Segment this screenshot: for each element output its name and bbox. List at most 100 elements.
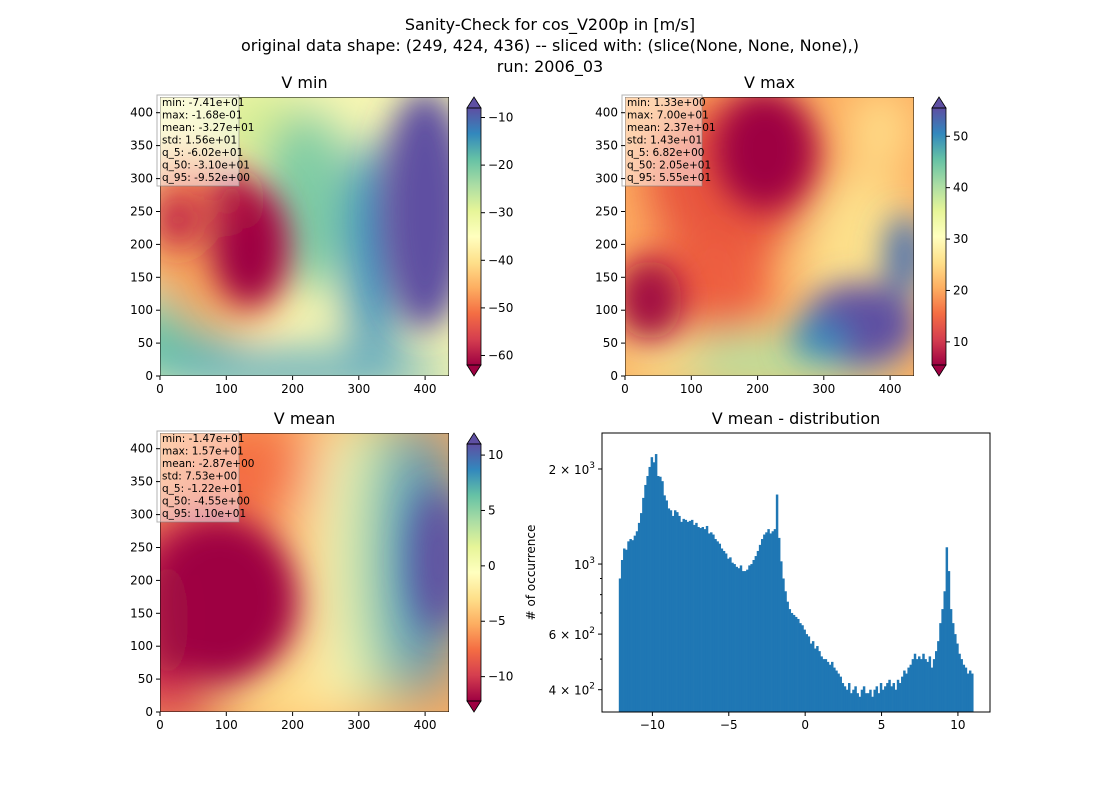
histogram-bar: [820, 656, 823, 712]
histogram-bar: [877, 693, 881, 712]
colorbar-tick-label: 10: [953, 335, 968, 349]
histogram-bar: [756, 550, 760, 712]
y-tick-label: 300: [130, 172, 153, 186]
histogram-bar: [618, 578, 622, 712]
panel-title: V mean: [274, 409, 335, 428]
colorbar-tick-label: 5: [488, 503, 496, 517]
y-tick-label: 250: [130, 205, 153, 219]
tick-base: 10: [574, 558, 589, 572]
histogram-bar: [873, 689, 876, 712]
histogram-bar: [918, 656, 921, 712]
stat-line: min: -1.47e+01: [162, 433, 244, 445]
histogram-bar: [794, 616, 798, 712]
tick-base: 6 × 10: [549, 628, 590, 642]
panel-title: V max: [744, 73, 795, 92]
y-tick-label: 2 × 103: [549, 461, 595, 477]
histogram-bar: [888, 679, 891, 712]
colorbar-ticks: −10 −5 0 5 10: [481, 448, 513, 684]
x-tick-label: −10: [640, 718, 665, 732]
colorbar-tick-label: −60: [488, 348, 513, 362]
y-tick-label: 250: [595, 205, 618, 219]
x-axis: −10 −5 0 5 10: [640, 712, 966, 732]
histogram-bar: [947, 571, 951, 712]
histogram-bar: [712, 534, 715, 712]
histogram-bar: [962, 664, 966, 712]
panel-title: V min: [281, 73, 327, 92]
histogram-bar: [828, 664, 832, 712]
suptitle-line1: Sanity-Check for cos_V200p in [m/s]: [405, 15, 695, 35]
histogram-bar: [667, 508, 671, 712]
histogram-bar: [646, 476, 649, 712]
histogram-bar: [652, 462, 656, 712]
histogram-bar: [631, 540, 635, 712]
histogram-bar: [727, 558, 730, 712]
y-tick-label: 200: [130, 237, 153, 251]
stat-line: q_50: 2.05e+01: [627, 160, 711, 172]
histogram-bar: [922, 653, 925, 712]
stats-box: min: -7.41e+01 max: -1.68e-01 mean: -3.2…: [156, 94, 254, 187]
histogram-bar: [896, 679, 900, 712]
colorbar-tick-label: −30: [488, 206, 513, 220]
histogram-bar: [686, 521, 690, 712]
stat-line: q_95: 1.10e+01: [162, 508, 246, 520]
histogram-bar: [807, 636, 811, 712]
stat-line: std: 1.56e+01: [162, 135, 237, 147]
histogram-bars: [618, 454, 974, 712]
histogram-bar: [710, 532, 713, 712]
histogram-bar: [750, 564, 753, 712]
x-tick-label: 400: [414, 718, 437, 732]
histogram-bar: [678, 515, 681, 712]
histogram-bar: [875, 686, 879, 712]
histogram-bar: [782, 578, 785, 712]
x-tick-label: 100: [215, 718, 238, 732]
histogram-bar: [705, 525, 709, 712]
histogram-bar: [801, 625, 804, 712]
histogram-bar: [673, 510, 677, 712]
y-tick-label: 350: [595, 139, 618, 153]
histogram-bar: [879, 683, 883, 712]
suptitle-line2: original data shape: (249, 424, 436) -- …: [241, 36, 859, 55]
y-tick-label: 200: [595, 237, 618, 251]
histogram-bar: [932, 659, 936, 712]
y-tick-label: 400: [595, 106, 618, 120]
y-tick-label: 4 × 102: [549, 682, 595, 698]
histogram-bar: [951, 623, 955, 712]
y-tick-label: 50: [603, 336, 618, 350]
histogram-bar: [754, 556, 758, 712]
histogram-bar: [763, 534, 766, 712]
histogram-bar: [780, 561, 783, 712]
histogram-bar: [852, 689, 855, 712]
colorbar-tick-label: 10: [488, 448, 503, 462]
x-tick-label: 10: [950, 718, 965, 732]
histogram-bar: [837, 673, 840, 712]
stat-line: max: 1.57e+01: [162, 446, 244, 458]
tick-exponent: 3: [589, 461, 595, 471]
panel-title: V mean - distribution: [712, 409, 881, 428]
histogram-bar: [640, 513, 643, 712]
histogram-bar: [746, 569, 749, 712]
stats-box: min: -1.47e+01 max: 1.57e+01 mean: -2.87…: [156, 430, 254, 523]
histogram-bar: [911, 659, 915, 712]
histogram-bar: [797, 618, 800, 712]
histogram-bar: [701, 527, 705, 712]
histogram-bar: [907, 667, 910, 712]
histogram-bar: [729, 557, 732, 712]
histogram-bar: [718, 543, 722, 712]
panel-v-mean: V mean min: -1.47e+01 max: 1.57e: [130, 409, 513, 732]
colorbar-extend-bottom: [466, 700, 482, 713]
histogram-bar: [824, 659, 828, 712]
stat-line: min: -7.41e+01: [162, 97, 244, 109]
histogram-bar: [958, 653, 961, 712]
histogram-bar: [676, 512, 679, 712]
panel-v-max: V max min: 1.33e+00: [595, 73, 968, 396]
histogram-bar: [920, 659, 923, 712]
histogram-bar: [744, 571, 747, 712]
x-axis: 0 100 200 300 400: [156, 376, 437, 396]
histogram-bar: [850, 693, 853, 712]
histogram-bar: [854, 686, 857, 712]
y-axis: 0 50 100 150 200 250 300 350 400: [130, 442, 160, 719]
histogram-bar: [839, 676, 842, 712]
histogram-bar: [814, 648, 817, 712]
